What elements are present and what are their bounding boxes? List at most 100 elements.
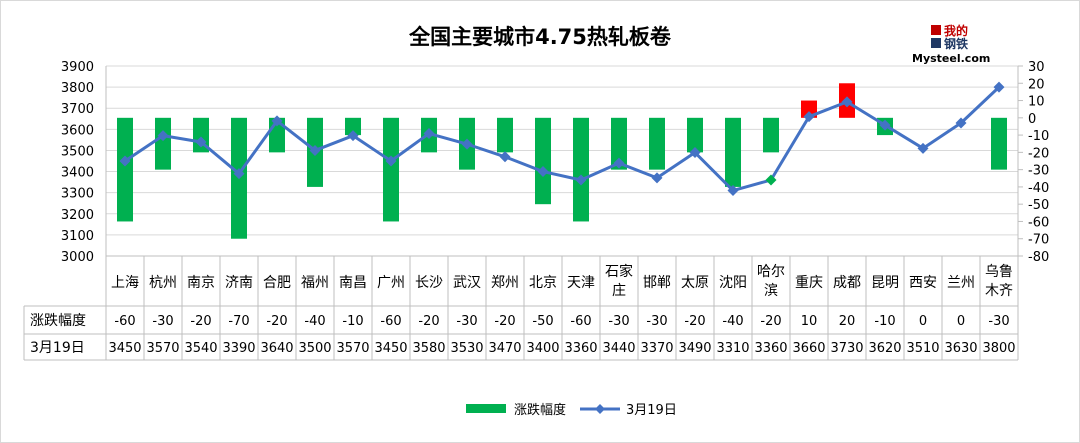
right-tick-label: -80 (1028, 250, 1049, 265)
change-value: -50 (532, 314, 553, 329)
change-value: -40 (304, 314, 325, 329)
table-row-label: 涨跌幅度 (30, 313, 86, 329)
line-series (119, 81, 1005, 197)
category-label: 北京 (529, 275, 557, 291)
category-label: 福州 (301, 275, 329, 291)
change-value: -10 (342, 314, 363, 329)
line-point-13 (613, 157, 625, 169)
bar-23 (991, 117, 1007, 170)
line-point-8 (423, 128, 435, 140)
right-tick-label: -30 (1028, 164, 1049, 179)
category-label: 郑州 (491, 275, 519, 291)
line-point-0 (119, 155, 131, 167)
left-tick-label: 3700 (61, 102, 94, 117)
category-label: 合肥 (263, 275, 291, 291)
right-tick-label: 10 (1028, 95, 1045, 110)
price-value: 3500 (298, 341, 331, 356)
mysteel-logo: 我的 钢铁 Mysteel.com (912, 23, 990, 65)
price-value: 3660 (792, 341, 825, 356)
legend: 涨跌幅度 3月19日 (466, 402, 677, 418)
logo-url: Mysteel.com (912, 52, 990, 65)
line-point-21 (917, 142, 929, 154)
right-tick-label: -60 (1028, 215, 1049, 230)
change-value: -40 (722, 314, 743, 329)
line-point-19 (841, 96, 853, 108)
category-label: 邯郸 (643, 275, 671, 291)
category-label: 沈阳 (719, 275, 747, 291)
logo-line1: 我的 (944, 23, 968, 38)
logo-line2: 钢铁 (944, 36, 968, 51)
price-value: 3570 (336, 341, 369, 356)
legend-line-marker (595, 404, 605, 414)
change-value: -60 (114, 314, 135, 329)
change-value: -10 (874, 314, 895, 329)
left-tick-label: 3400 (61, 166, 94, 181)
line-point-4 (271, 115, 283, 127)
right-tick-label: -40 (1028, 181, 1049, 196)
line-point-2 (195, 136, 207, 148)
line-point-12 (575, 174, 587, 186)
line-point-11 (537, 166, 549, 178)
right-tick-label: -70 (1028, 233, 1049, 248)
line-point-22 (955, 117, 967, 129)
change-value: -60 (380, 314, 401, 329)
right-tick-label: 20 (1028, 77, 1045, 92)
line-point-16 (727, 185, 739, 197)
right-tick-label: -20 (1028, 146, 1049, 161)
price-value: 3400 (526, 341, 559, 356)
category-label: 成都 (833, 275, 861, 291)
price-value: 3360 (754, 341, 787, 356)
change-value: -20 (494, 314, 515, 329)
price-value: 3620 (868, 341, 901, 356)
change-value: -70 (228, 314, 249, 329)
price-value: 3440 (602, 341, 635, 356)
change-value: 20 (839, 314, 856, 329)
left-tick-label: 3500 (61, 144, 94, 159)
change-value: -30 (988, 314, 1009, 329)
left-tick-label: 3100 (61, 229, 94, 244)
price-value: 3470 (488, 341, 521, 356)
category-label: 长沙 (415, 275, 443, 291)
line-point-7 (385, 155, 397, 167)
category-label: 庄 (612, 282, 626, 299)
category-label: 兰州 (947, 275, 975, 291)
category-label: 南昌 (339, 275, 367, 291)
line-point-14 (651, 172, 663, 184)
price-value: 3730 (830, 341, 863, 356)
change-value: -30 (608, 314, 629, 329)
table-row-label: 3月19日 (30, 340, 85, 356)
bar-1 (155, 117, 171, 170)
price-value: 3510 (906, 341, 939, 356)
category-label: 滨 (764, 283, 778, 299)
price-value: 3540 (184, 341, 217, 356)
change-value: -20 (760, 314, 781, 329)
change-value: -30 (152, 314, 173, 329)
line-point-15 (689, 147, 701, 159)
price-value: 3390 (222, 341, 255, 356)
left-tick-label: 3000 (61, 250, 94, 265)
category-label: 重庆 (795, 275, 823, 291)
legend-bar-swatch (466, 404, 506, 413)
right-tick-label: -50 (1028, 198, 1049, 213)
category-label: 天津 (567, 275, 595, 291)
change-value: -30 (456, 314, 477, 329)
category-label: 广州 (377, 275, 405, 291)
category-label: 木齐 (985, 283, 1013, 299)
line-point-6 (347, 130, 359, 142)
price-value: 3800 (982, 341, 1015, 356)
line-point-17 (765, 174, 777, 186)
bar-14 (649, 117, 665, 170)
category-label: 南京 (187, 275, 215, 291)
line-point-10 (499, 151, 511, 163)
price-value: 3530 (450, 341, 483, 356)
left-tick-label: 3900 (61, 60, 94, 75)
price-value: 3490 (678, 341, 711, 356)
bar-6 (345, 117, 361, 136)
category-label: 武汉 (453, 275, 481, 291)
change-value: 0 (957, 314, 965, 329)
left-tick-label: 3600 (61, 123, 94, 138)
bar-16 (725, 117, 741, 187)
category-label: 济南 (225, 275, 253, 291)
bar-15 (687, 117, 703, 153)
change-value: -20 (266, 314, 287, 329)
